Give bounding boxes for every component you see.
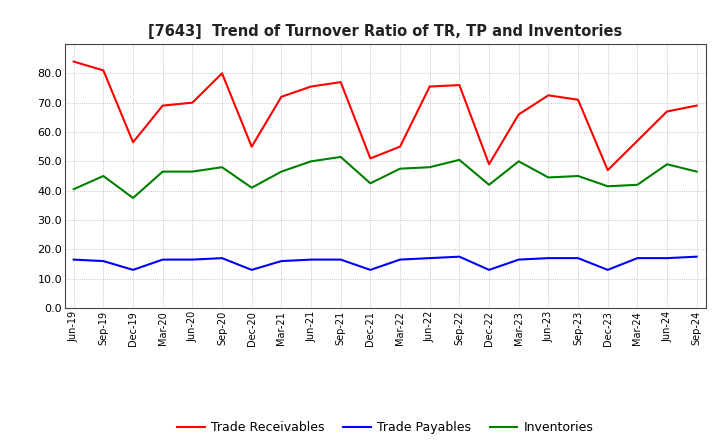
Inventories: [455, 157, 464, 162]
Inventories: [574, 173, 582, 179]
Trade Payables: [603, 267, 612, 272]
Inventories: [188, 169, 197, 174]
Trade Payables: [366, 267, 374, 272]
Trade Payables: [574, 256, 582, 261]
Trade Payables: [662, 256, 671, 261]
Trade Receivables: [485, 161, 493, 167]
Trade Receivables: [633, 138, 642, 143]
Inventories: [277, 169, 286, 174]
Inventories: [426, 165, 434, 170]
Trade Payables: [277, 258, 286, 264]
Trade Receivables: [574, 97, 582, 103]
Inventories: [129, 195, 138, 201]
Inventories: [158, 169, 167, 174]
Inventories: [544, 175, 553, 180]
Trade Payables: [158, 257, 167, 262]
Trade Payables: [129, 267, 138, 272]
Trade Payables: [693, 254, 701, 259]
Trade Payables: [217, 256, 226, 261]
Inventories: [633, 182, 642, 187]
Inventories: [603, 183, 612, 189]
Trade Receivables: [99, 68, 108, 73]
Trade Receivables: [662, 109, 671, 114]
Trade Payables: [248, 267, 256, 272]
Trade Payables: [69, 257, 78, 262]
Trade Payables: [633, 256, 642, 261]
Inventories: [366, 181, 374, 186]
Trade Receivables: [544, 93, 553, 98]
Text: [7643]  Trend of Turnover Ratio of TR, TP and Inventories: [7643] Trend of Turnover Ratio of TR, TP…: [148, 24, 622, 39]
Trade Receivables: [307, 84, 315, 89]
Trade Receivables: [396, 144, 405, 149]
Inventories: [336, 154, 345, 160]
Trade Receivables: [158, 103, 167, 108]
Trade Payables: [544, 256, 553, 261]
Trade Payables: [455, 254, 464, 259]
Inventories: [307, 159, 315, 164]
Trade Receivables: [366, 156, 374, 161]
Line: Trade Payables: Trade Payables: [73, 257, 697, 270]
Trade Receivables: [248, 144, 256, 149]
Inventories: [485, 182, 493, 187]
Trade Payables: [485, 267, 493, 272]
Trade Receivables: [426, 84, 434, 89]
Line: Inventories: Inventories: [73, 157, 697, 198]
Inventories: [396, 166, 405, 171]
Trade Payables: [99, 258, 108, 264]
Legend: Trade Receivables, Trade Payables, Inventories: Trade Receivables, Trade Payables, Inven…: [172, 416, 598, 439]
Trade Receivables: [455, 82, 464, 88]
Inventories: [693, 169, 701, 174]
Trade Payables: [426, 256, 434, 261]
Trade Payables: [396, 257, 405, 262]
Inventories: [69, 187, 78, 192]
Trade Receivables: [188, 100, 197, 105]
Trade Receivables: [603, 168, 612, 173]
Trade Payables: [514, 257, 523, 262]
Trade Receivables: [693, 103, 701, 108]
Trade Receivables: [514, 112, 523, 117]
Inventories: [217, 165, 226, 170]
Inventories: [248, 185, 256, 191]
Inventories: [662, 161, 671, 167]
Trade Receivables: [217, 71, 226, 76]
Trade Receivables: [277, 94, 286, 99]
Trade Receivables: [336, 80, 345, 85]
Inventories: [99, 173, 108, 179]
Trade Receivables: [129, 139, 138, 145]
Trade Receivables: [69, 59, 78, 64]
Trade Payables: [307, 257, 315, 262]
Trade Payables: [336, 257, 345, 262]
Inventories: [514, 159, 523, 164]
Trade Payables: [188, 257, 197, 262]
Line: Trade Receivables: Trade Receivables: [73, 62, 697, 170]
